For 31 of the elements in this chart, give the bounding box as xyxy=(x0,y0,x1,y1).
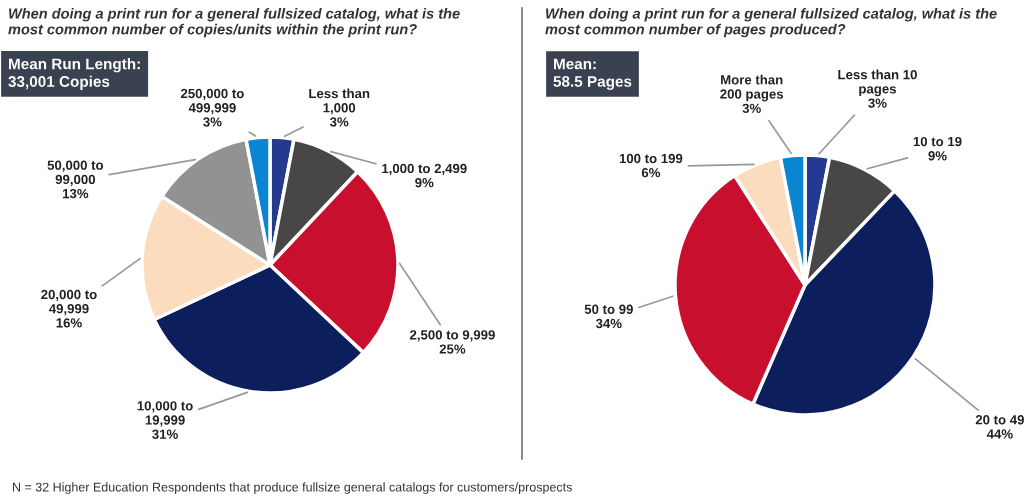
slice-label: 50 to 99 xyxy=(584,304,633,314)
chart-title: When doing a print run for a general fullsized catalog, what is the most common number of copies/units within the print run? xyxy=(8,8,460,38)
data-label: 16% xyxy=(56,318,82,328)
slice-label: 10 to 19 xyxy=(913,136,962,147)
slice-label: 10,000 to 19,999 xyxy=(137,401,193,427)
slice-label: More than 200 pages xyxy=(720,74,784,102)
data-label: 3% xyxy=(868,98,887,108)
text: Mean: 58.5 Pages xyxy=(553,58,632,90)
data-label: 6% xyxy=(641,168,661,178)
data-label: 3% xyxy=(203,117,222,127)
slice-label: 2,500 to 9,999 xyxy=(409,330,495,342)
data-label: 25% xyxy=(439,344,466,354)
slice-label: 100 to 199 xyxy=(619,153,683,164)
text: N = 32 Higher Education Respondents that produce fullsize general catalogs for customers/prospects xyxy=(13,482,572,494)
data-label: 9% xyxy=(415,177,434,188)
slice-label: 20 to 49 xyxy=(975,415,1024,425)
chart-title: When doing a print run for a general fullsized catalog, what is the most common number of pages produced? xyxy=(545,8,997,38)
slice-label: 20,000 to 49,999 xyxy=(41,289,97,316)
data-label: 31% xyxy=(152,429,178,439)
slice-label: 50,000 to 99,000 xyxy=(47,160,104,186)
slice-label: Less than 10 pages xyxy=(838,69,917,97)
slice-label: 1,000 to 2,499 xyxy=(382,163,467,176)
data-label: 34% xyxy=(595,318,622,329)
slice-label: Less than 1,000 xyxy=(309,88,370,115)
text: Mean Run Length: 33,001 Copies xyxy=(8,58,140,90)
slice-label: 250,000 to 499,999 xyxy=(180,88,244,115)
data-label: 13% xyxy=(62,188,89,199)
data-label: 3% xyxy=(742,103,761,113)
data-label: 44% xyxy=(986,429,1013,439)
data-label: 3% xyxy=(329,117,349,127)
data-label: 9% xyxy=(928,151,947,161)
